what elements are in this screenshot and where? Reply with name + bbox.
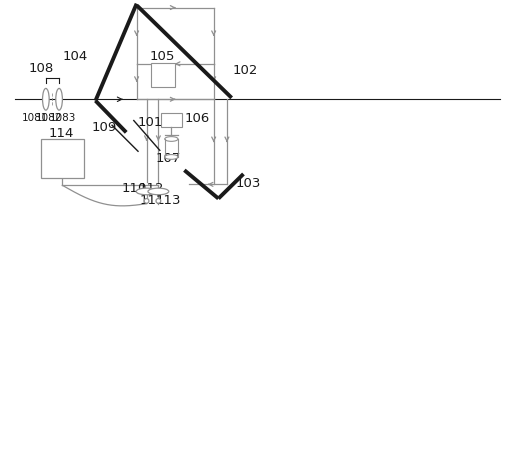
Ellipse shape [165, 136, 178, 141]
FancyBboxPatch shape [151, 63, 175, 87]
Circle shape [156, 198, 161, 203]
Ellipse shape [148, 188, 169, 195]
FancyBboxPatch shape [161, 113, 182, 127]
Text: 1082: 1082 [36, 113, 62, 123]
Ellipse shape [56, 88, 62, 110]
Text: 1083: 1083 [50, 113, 76, 123]
Circle shape [144, 198, 149, 203]
Ellipse shape [165, 154, 178, 159]
Text: 114: 114 [49, 127, 74, 140]
Text: 109: 109 [92, 121, 116, 134]
Text: 105: 105 [150, 50, 175, 63]
Text: 1081: 1081 [22, 113, 49, 123]
Text: 101: 101 [138, 116, 163, 129]
Ellipse shape [136, 188, 157, 195]
Text: 107: 107 [155, 152, 180, 165]
FancyBboxPatch shape [41, 140, 84, 178]
Text: 103: 103 [236, 177, 261, 190]
Text: 110: 110 [122, 182, 147, 195]
Text: 106: 106 [185, 112, 210, 125]
Text: 112: 112 [138, 182, 164, 195]
Text: 111: 111 [139, 194, 165, 207]
Text: 113: 113 [156, 194, 181, 207]
Text: 108: 108 [29, 62, 54, 75]
Text: 104: 104 [63, 50, 88, 63]
Text: 102: 102 [232, 64, 258, 77]
Ellipse shape [43, 88, 49, 110]
